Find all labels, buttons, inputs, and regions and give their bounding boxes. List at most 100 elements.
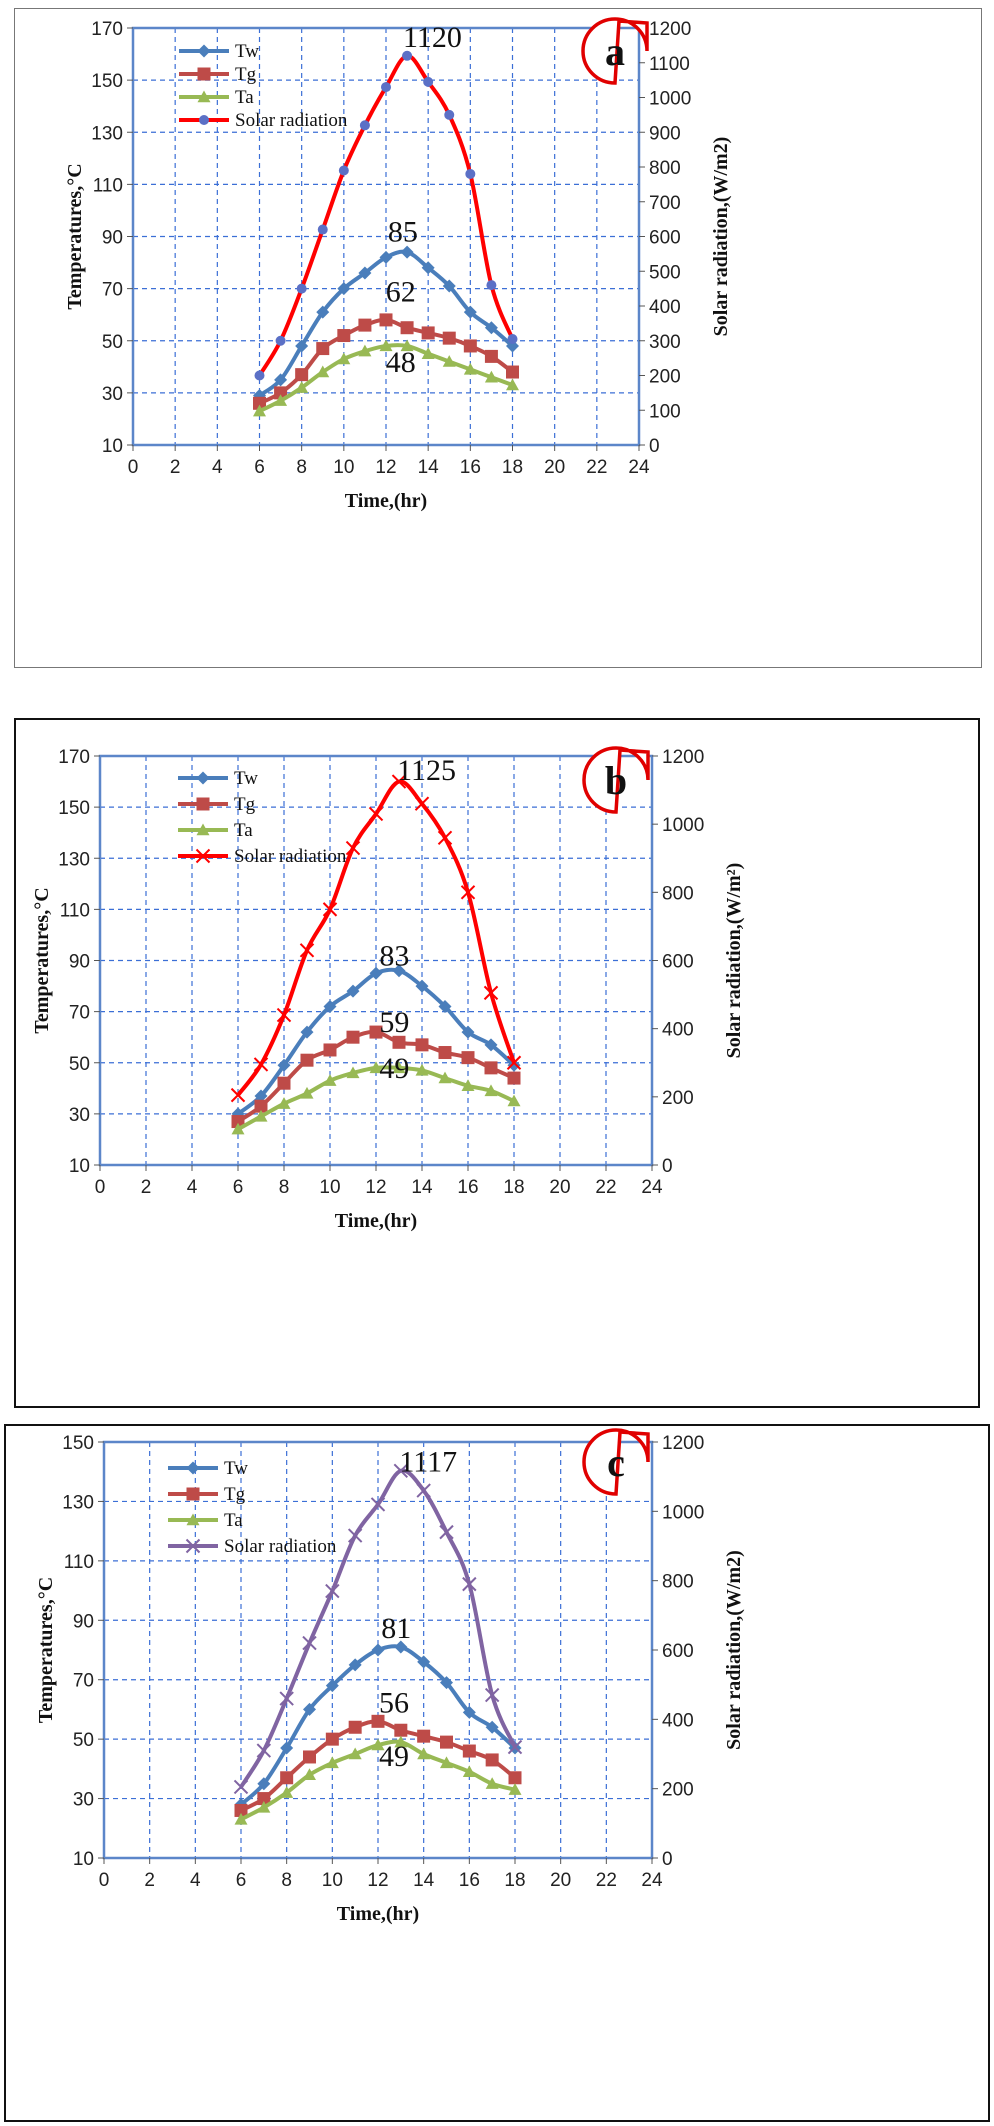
chart-b-y2-tick-label: 1200 — [662, 747, 704, 768]
chart-c-series-solar-radiation — [233, 1463, 523, 1795]
chart-a-y-axis: 10 30 50 70 90 110 130 150 170 — [91, 19, 133, 457]
chart-b-point-0-6 — [369, 966, 383, 980]
chart-b-x-title: Time,(hr) — [335, 1210, 417, 1232]
chart-a-x-tick-label: 10 — [333, 457, 354, 478]
chart-c-y-tick-label: 90 — [73, 1611, 94, 1632]
chart-c-point-3-3-stroke2 — [302, 1635, 317, 1651]
chart-b-badge-shape — [582, 746, 650, 814]
chart-c-svg: 0 2 4 6 8 10 12 14 16 18 20 22 241030507090110130150… — [35, 1428, 745, 1925]
chart-b-point-2-1 — [254, 1109, 268, 1122]
chart-a-x-title: Time,(hr) — [345, 490, 427, 512]
chart-b-y-tick-label: 150 — [58, 798, 90, 819]
chart-a-point-0-2 — [295, 339, 309, 353]
chart-c-point-0-10 — [462, 1705, 476, 1719]
chart-b-y-tick-label: 30 — [69, 1105, 90, 1126]
chart-a-series-tw — [253, 245, 519, 402]
chart-c-point-3-5-stroke2 — [347, 1528, 363, 1543]
chart-b-point-1-0 — [231, 1115, 245, 1129]
chart-c-point-1-2 — [280, 1771, 294, 1785]
chart-c-y-axis: 10 30 50 70 90 110 130 150 — [62, 1433, 104, 1870]
chart-c-point-3-6-stroke2 — [370, 1497, 386, 1512]
chart-c-point-0-9 — [440, 1676, 453, 1690]
chart-a-point-3-4 — [338, 165, 349, 176]
chart-a-y2-tick-label: 800 — [649, 158, 681, 179]
chart-a-badge-label: a — [605, 29, 625, 74]
chart-a-y2-tick-label: 300 — [649, 332, 681, 353]
chart-a-x-tick-label: 20 — [544, 457, 565, 478]
chart-c-y2-tick-label: 400 — [662, 1710, 694, 1731]
chart-c-y2-tick-label: 1200 — [662, 1433, 704, 1454]
chart-c-point-1-0 — [234, 1803, 248, 1817]
chart-a-point-2-0 — [253, 404, 266, 417]
chart-c-series-tg — [234, 1714, 522, 1817]
chart-b-x-tick-label: 16 — [457, 1177, 478, 1198]
chart-a-point-1-3 — [316, 342, 330, 356]
chart-b-series-solar-radiation — [230, 774, 522, 1103]
chart-a-y2-tick-label: 600 — [649, 228, 681, 249]
chart-panel-c: 0 2 4 6 8 10 12 14 16 18 20 22 24 10 30 50 70 90 110 130 150… — [4, 1424, 990, 2122]
chart-b-x-tick-label: 6 — [233, 1177, 244, 1198]
chart-a-point-2-10 — [463, 362, 477, 375]
chart-c-point-1-11 — [485, 1753, 499, 1767]
chart-c-x-tick-label: 6 — [236, 1870, 247, 1891]
chart-a-point-0-5 — [358, 266, 372, 280]
chart-c-point-3-7 — [393, 1463, 409, 1478]
chart-c-y2-tick-label: 800 — [662, 1572, 694, 1593]
chart-b-x-tick-label: 10 — [319, 1177, 340, 1198]
chart-a-y2-tick-label: 1100 — [649, 54, 690, 75]
chart-a-point-0-1 — [274, 373, 288, 387]
chart-panel-a: 0 2 4 6 8 10 12 14 16 18 20 22 24 10 30 50 70 90 110 130 150… — [14, 8, 982, 668]
chart-b-y-tick-label: 110 — [60, 900, 90, 921]
chart-c-x-tick-label: 2 — [144, 1870, 155, 1891]
chart-c-point-3-9-stroke2 — [439, 1524, 454, 1540]
chart-a-point-3-10 — [465, 168, 476, 179]
chart-a-legend-label-0: Tw — [235, 41, 259, 62]
chart-c-point-2-2 — [280, 1786, 294, 1798]
chart-a-point-1-7 — [400, 321, 414, 335]
chart-b-point-1-3 — [300, 1053, 314, 1067]
chart-b-point-3-1-stroke2 — [253, 1057, 269, 1072]
chart-b-point-1-9 — [438, 1046, 452, 1060]
chart-b-point-0-5 — [346, 984, 360, 998]
chart-b-point-1-10 — [461, 1051, 475, 1065]
chart-a-point-2-2 — [295, 381, 309, 393]
chart-b-y-tick-label: 50 — [69, 1054, 90, 1075]
chart-a-y2-tick-label: 100 — [649, 401, 681, 422]
chart-b-legend-marker-2 — [196, 823, 210, 836]
chart-a-point-3-8 — [423, 76, 434, 87]
chart-b-point-3-4 — [322, 902, 338, 917]
chart-b-x-tick-label: 14 — [411, 1177, 433, 1198]
chart-b-y-tick-label: 90 — [69, 952, 90, 973]
chart-a-x-tick-label: 6 — [254, 457, 265, 478]
chart-b-point-3-4-stroke2 — [322, 902, 338, 917]
chart-b-point-2-7 — [392, 1061, 406, 1074]
chart-c-point-3-4 — [325, 1583, 340, 1599]
chart-c-x-tick-label: 10 — [322, 1870, 343, 1891]
chart-b-series-tg — [231, 1025, 521, 1129]
chart-a-annotation-2: 62 — [386, 276, 416, 309]
chart-c-legend: Tw Tg Ta Solar radiation — [168, 1458, 337, 1557]
chart-c-y-title: Temperatures,°C — [35, 1577, 57, 1723]
chart-a-y2-tick-label: 1200 — [649, 19, 691, 40]
chart-b-svg: 0 2 4 6 8 10 12 14 16 18 20 22 241030507090110130150… — [31, 746, 745, 1232]
chart-a-svg: 0 2 4 6 8 10 12 14 16 18 20 22 241030507090110130150… — [64, 17, 732, 512]
chart-b-point-0-2 — [277, 1058, 291, 1072]
chart-b-x-tick-label: 18 — [503, 1177, 524, 1198]
chart-a-point-1-10 — [463, 339, 477, 353]
chart-b-y-axis: 10 30 50 70 90 110 130 150 170 — [58, 747, 100, 1177]
chart-c-legend-marker-2 — [186, 1513, 200, 1526]
chart-b-point-3-3 — [299, 943, 315, 958]
chart-c-point-3-1 — [256, 1743, 272, 1758]
chart-c-x-tick-label: 24 — [641, 1870, 663, 1891]
chart-a-point-1-4 — [337, 329, 351, 343]
chart-b-annotation-1: 83 — [379, 940, 409, 973]
chart-a-point-3-3 — [317, 224, 328, 235]
chart-a-point-3-6 — [381, 82, 391, 93]
chart-a-x-axis: 0 2 4 6 8 10 12 14 16 18 20 22 24 — [128, 445, 650, 478]
chart-c-y2-tick-label: 200 — [662, 1780, 694, 1801]
chart-b-point-3-6-stroke2 — [368, 806, 384, 822]
chart-a-badge-shape — [581, 17, 649, 85]
chart-b-point-3-2-stroke2 — [276, 1007, 292, 1023]
chart-b-x-tick-label: 2 — [141, 1177, 152, 1198]
chart-b-annotation-3: 49 — [379, 1052, 409, 1085]
